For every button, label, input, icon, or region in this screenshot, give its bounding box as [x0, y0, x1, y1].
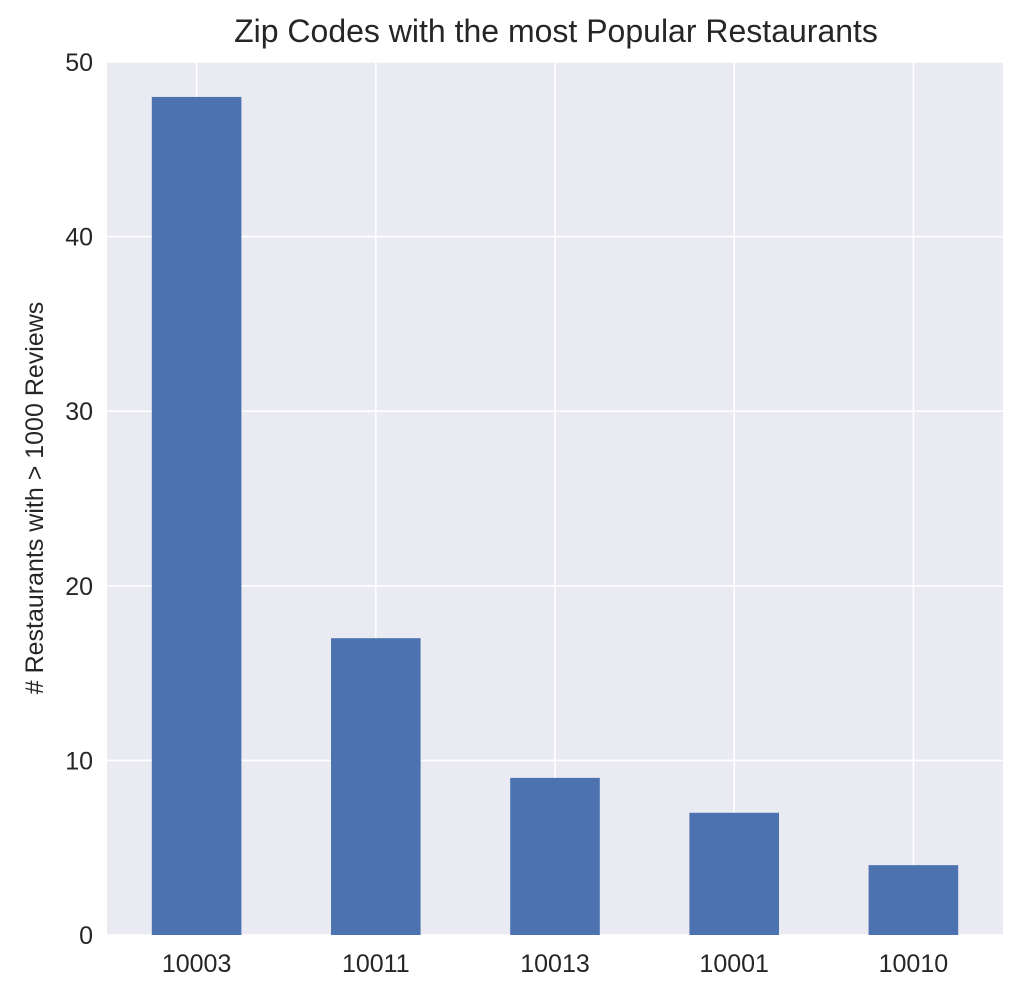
bar-10001 — [689, 812, 779, 935]
bar-10013 — [510, 777, 600, 935]
y-tick-label: 50 — [65, 49, 93, 77]
y-tick-labels: 0 10 20 30 40 50 — [65, 49, 93, 950]
x-tick-label: 10010 — [879, 950, 949, 978]
x-tick-label: 10013 — [520, 950, 590, 978]
bars — [151, 96, 959, 936]
chart-title: Zip Codes with the most Popular Restaura… — [234, 13, 878, 49]
x-tick-label: 10001 — [699, 950, 769, 978]
y-tick-label: 40 — [65, 224, 93, 252]
y-axis-label: # Restaurants with > 1000 Reviews — [21, 302, 49, 695]
y-tick-label: 10 — [65, 747, 93, 775]
y-tick-label: 30 — [65, 398, 93, 426]
y-tick-label: 20 — [65, 573, 93, 601]
grid-lines — [107, 61, 1003, 936]
x-tick-labels: 10003 10011 10013 10001 10010 — [162, 950, 948, 978]
y-tick-label: 0 — [79, 922, 93, 950]
bar-10010 — [868, 865, 959, 935]
x-tick-label: 10003 — [162, 950, 232, 978]
bar-10011 — [331, 638, 421, 935]
x-tick-label: 10011 — [342, 950, 410, 978]
bar-10003 — [151, 96, 242, 936]
